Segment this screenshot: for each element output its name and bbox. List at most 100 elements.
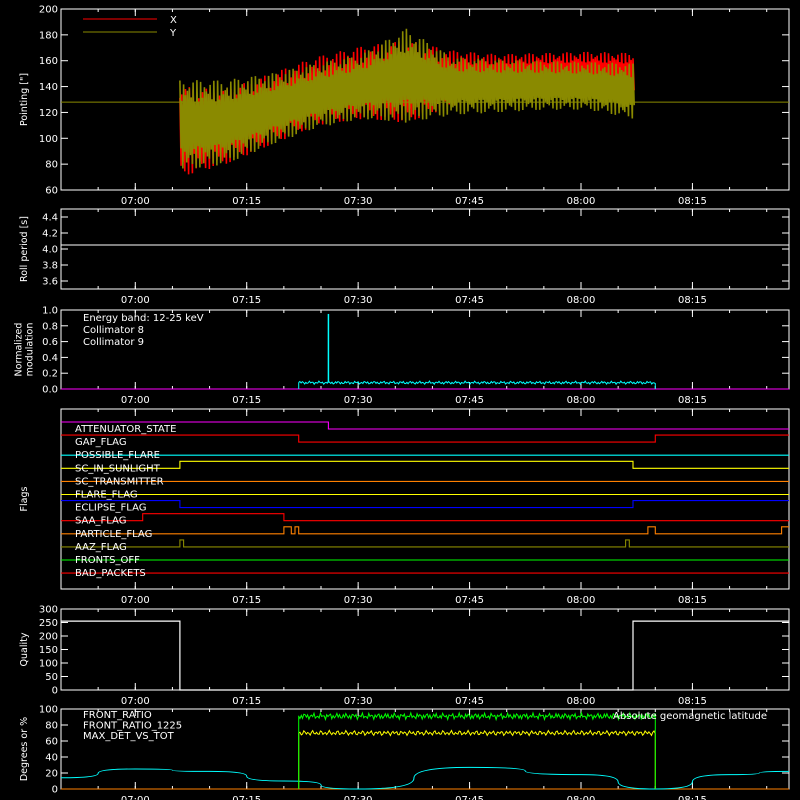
flag-line-gap_flag (61, 434, 789, 443)
ratios-ytick-label: 40 (45, 753, 58, 764)
pointing-xtick-label: 07:30 (344, 196, 373, 207)
pointing-ytick-label: 80 (45, 160, 58, 171)
ratios-legend-2: MAX_DET_VS_TOT (83, 731, 175, 742)
roll-ytick-label: 3.8 (42, 261, 58, 272)
modulation-ytick-label: 0.0 (42, 385, 58, 396)
modulation-collimator-8-line (298, 380, 656, 390)
modulation-ylabel: modulation (25, 323, 36, 377)
modulation-xtick-label: 08:00 (567, 395, 596, 406)
pointing-ytick-label: 200 (39, 5, 58, 16)
ratios-ytick-label: 100 (39, 705, 58, 716)
ratios-legend-1: FRONT_RATIO_1225 (83, 721, 182, 732)
ratios-legend-0: FRONT_RATIO (83, 710, 152, 721)
flag-label-possible_flare: POSSIBLE_FLARE (75, 450, 160, 461)
ratios-ytick-label: 80 (45, 721, 58, 732)
quality-xtick-label: 07:15 (232, 696, 261, 707)
flag-label-sc_in_sunlight: SC_IN_SUNLIGHT (75, 463, 161, 474)
pointing-legend-label: Y (169, 28, 177, 39)
quality-ytick-label: 250 (39, 618, 58, 629)
flag-label-gap_flag: GAP_FLAG (75, 437, 127, 448)
roll-ytick-label: 4.2 (42, 229, 58, 240)
quality-ytick-label: 150 (39, 645, 58, 656)
modulation-xtick-label: 07:45 (455, 395, 484, 406)
modulation-ytick-label: 0.6 (42, 337, 58, 348)
pointing-ytick-label: 180 (39, 30, 58, 41)
roll-ytick-label: 4.4 (42, 213, 58, 224)
pointing-series-Y (179, 28, 635, 169)
flag-line-eclipse_flag (61, 500, 789, 509)
modulation-ytick-label: 0.4 (42, 353, 58, 364)
quality-xtick-label: 08:00 (567, 696, 596, 707)
panels: 07:00 07:15 07:30 07:45 08:00 08:15 60 80 100 120… (14, 5, 790, 800)
quality-xtick-label: 07:00 (121, 696, 150, 707)
modulation-ytick-label: 1.0 (42, 306, 58, 317)
flag-label-bad_packets: BAD_PACKETS (75, 568, 146, 579)
modulation-legend-1: Collimator 8 (83, 325, 144, 336)
flags-xtick-label: 07:45 (455, 595, 484, 606)
pointing-xtick-label: 07:45 (455, 196, 484, 207)
pointing-ytick-label: 60 (45, 186, 58, 197)
pointing-ytick-label: 120 (39, 108, 58, 119)
pointing-xtick-label: 08:00 (567, 196, 596, 207)
ratios-xtick-label: 07:15 (232, 795, 261, 800)
roll-ytick-label: 4.0 (42, 245, 58, 256)
modulation-legend-0: Energy band: 12-25 keV (83, 313, 204, 324)
quality-ytick-label: 200 (39, 632, 58, 643)
ratios-front_ratio_1225-line (297, 711, 656, 790)
flags-xtick-label: 07:30 (344, 595, 373, 606)
flag-label-flare_flag: FLARE_FLAG (75, 490, 138, 501)
modulation-xtick-label: 07:00 (121, 395, 150, 406)
ratios-ytick-label: 0 (52, 785, 58, 796)
pointing-frame (60, 8, 790, 191)
roll-frame (60, 208, 790, 290)
roll-ylabel: Roll period [s] (19, 216, 30, 282)
quality-ytick-label: 0 (52, 686, 58, 697)
flag-label-attenuator_state: ATTENUATOR_STATE (75, 424, 176, 435)
pointing-ylabel: Pointing ["] (19, 73, 30, 126)
flag-line-particle_flag (61, 526, 789, 535)
ratios-ytick-label: 60 (45, 737, 58, 748)
ratios-xtick-label: 07:00 (121, 795, 150, 800)
quality-ytick-label: 300 (39, 605, 58, 616)
ratios-legend-latitude: Absolute geomagnetic latitude (613, 711, 767, 722)
pointing-xtick-label: 07:15 (232, 196, 261, 207)
flag-line-sc_in_sunlight (61, 460, 789, 469)
ratios-latitude-line (60, 766, 790, 790)
ratios-xtick-label: 08:15 (678, 795, 707, 800)
modulation-xtick-label: 08:15 (678, 395, 707, 406)
pointing-xtick-label: 08:15 (678, 196, 707, 207)
modulation-ylabel: Normalized (14, 323, 25, 377)
roll-ytick-label: 3.6 (42, 277, 58, 288)
ratios-xtick-label: 07:30 (344, 795, 373, 800)
flag-label-eclipse_flag: ECLIPSE_FLAG (75, 503, 146, 514)
flags-xtick-label: 07:15 (232, 595, 261, 606)
ratios-ytick-label: 20 (45, 769, 58, 780)
quality-ytick-label: 50 (45, 672, 58, 683)
modulation-ytick-label: 0.2 (42, 369, 58, 380)
quality-xtick-label: 07:45 (455, 696, 484, 707)
flag-line-saa_flag (61, 513, 789, 522)
roll-xtick-label: 07:30 (344, 295, 373, 306)
flags-xtick-label: 07:00 (121, 595, 150, 606)
flags-ylabel: Flags (19, 486, 30, 511)
ratios-ylabel: Degrees or % (19, 717, 30, 781)
flags-xtick-label: 08:00 (567, 595, 596, 606)
roll-xtick-label: 07:00 (121, 295, 150, 306)
pointing-ytick-label: 160 (39, 56, 58, 67)
flag-line-aaz_flag (61, 539, 789, 548)
flag-line-attenuator_state (61, 421, 789, 430)
ratios-xtick-label: 07:45 (455, 795, 484, 800)
quality-line (61, 620, 789, 691)
flag-label-fronts_off: FRONTS_OFF (75, 555, 140, 566)
ratios-front_ratio-line (298, 729, 656, 790)
modulation-ytick-label: 0.8 (42, 321, 58, 332)
roll-xtick-label: 08:00 (567, 295, 596, 306)
pointing-ytick-label: 140 (39, 82, 58, 93)
flag-label-particle_flag: PARTICLE_FLAG (75, 529, 152, 540)
roll-xtick-label: 07:15 (232, 295, 261, 306)
roll-xtick-label: 08:15 (678, 295, 707, 306)
ratios-xtick-label: 08:00 (567, 795, 596, 800)
flag-label-sc_transmitter: SC_TRANSMITTER (75, 476, 164, 487)
quality-xtick-label: 08:15 (678, 696, 707, 707)
